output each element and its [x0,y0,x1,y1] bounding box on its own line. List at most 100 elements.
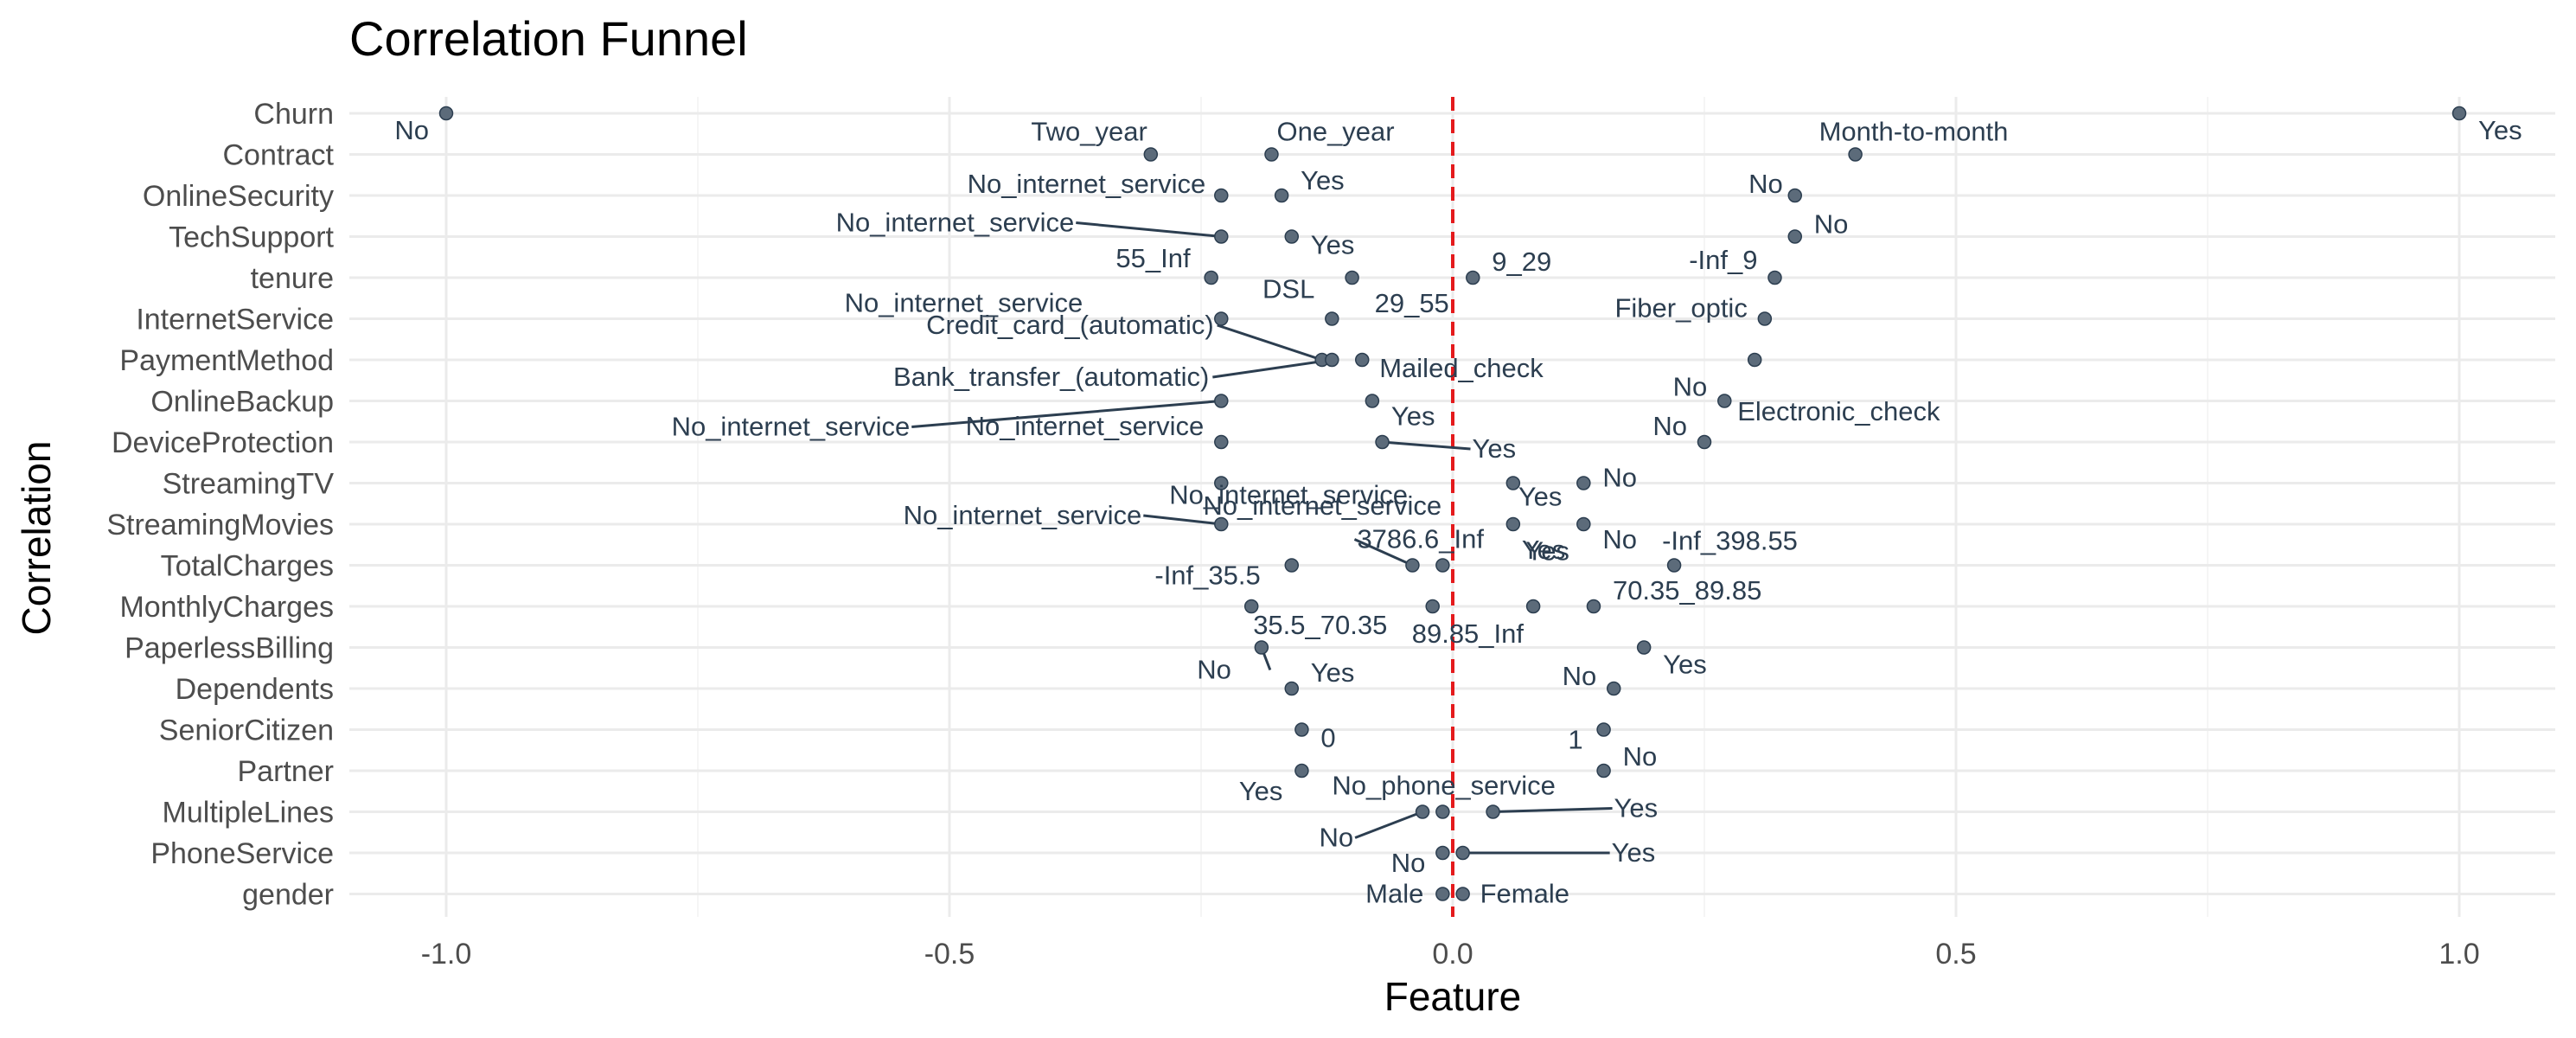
label-onlinebackup-no: No [1673,372,1708,402]
point-phoneservice-no [1435,845,1450,861]
point-techsupport-no [1787,229,1803,244]
point-dependents-no [1606,681,1621,696]
label-totalcharges-3786-6-inf: 3786.6_Inf [1357,524,1484,554]
y-tick-label-paperlessbilling: PaperlessBilling [125,632,334,665]
label-onlinebackup-no-internet-service: No_internet_service [672,412,911,442]
point-churn-yes [2451,106,2467,121]
leader-deviceprotection-yes [1382,440,1471,451]
label-internetservice-dsl: DSL [1262,274,1314,304]
label-partner-no: No [1623,741,1658,772]
label-multiplelines-no: No [1319,823,1353,853]
point-gender-male [1435,887,1450,901]
y-tick-label-internetservice: InternetService [136,304,334,336]
label-gender-male: Male [1365,879,1423,909]
label-streamingtv-no-internet-service: No_internet_service [1169,480,1408,510]
point-contract-month-to-month [1848,147,1863,162]
label-paymentmethod-credit-card-automatic: Credit_card_(automatic) [926,310,1214,340]
label-onlinesecurity-no-internet-service: No_internet_service [968,169,1206,199]
point-totalcharges-yes [1435,558,1450,573]
label-contract-one-year: One_year [1276,117,1394,147]
label-multiplelines-yes: Yes [1614,793,1659,823]
label-gender-female: Female [1480,879,1569,909]
label-streamingmovies-yes: Yes [1522,535,1566,565]
data-points [438,106,2467,901]
point-contract-one-year [1264,147,1279,162]
point-streamingtv-yes [1505,476,1521,490]
point-internetservice-no-internet-service [1214,311,1229,326]
label-monthlycharges-no-internet-service: No_internet_service [1203,490,1441,521]
point-monthlycharges-70-35-89-85 [1586,599,1601,614]
point-onlinebackup-no-internet-service [1214,394,1229,408]
point-techsupport-yes [1284,229,1300,244]
y-axis-title: Correlation [14,441,59,636]
point-multiplelines-no-phone-service [1435,804,1450,819]
label-partner-yes: Yes [1239,776,1283,806]
y-tick-label-totalcharges: TotalCharges [161,550,334,583]
point-streamingmovies-no-internet-service [1214,516,1229,532]
leader-paymentmethod-credit-card-automatic [1217,324,1323,362]
point-labels: No Yes Two_year One_year Month-to-month No_in… [394,115,2522,909]
point-streamingtv-no-internet-service [1214,476,1229,490]
label-streamingtv-yes: Yes [1518,482,1563,512]
x-tick-label: -1.0 [421,938,472,971]
x-tick-label: 1.0 [2439,938,2479,971]
label-tenure-29-55: 29_55 [1375,288,1449,318]
label-multiplelines-no-phone-service: No_phone_service [1332,771,1556,801]
y-tick-label-streamingmovies: StreamingMovies [106,509,334,541]
label-paymentmethod-bank-transfer-automatic: Bank_transfer_(automatic) [893,362,1209,392]
label-techsupport-yes: Yes [1311,230,1355,260]
y-tick-label-churn: Churn [253,98,334,131]
x-axis-title: Feature [1384,974,1522,1019]
y-tick-label-paymentmethod: PaymentMethod [119,344,334,377]
point-monthlycharges-35-5-70-35 [1243,599,1259,614]
y-tick-label-onlinebackup: OnlineBackup [150,386,334,419]
label-streamingtv-no: No [1602,463,1637,493]
x-tick-labels: -1.0 -0.5 0.0 0.5 1.0 [421,938,2480,971]
point-deviceprotection-no-internet-service [1214,434,1229,450]
point-streamingmovies-yes [1505,516,1521,532]
point-paymentmethod-mailed-check [1354,352,1370,368]
point-totalcharges-3786-6-inf [1405,558,1420,573]
leader-streamingmovies-no-internet-service [1143,514,1222,526]
label-contract-month-to-month: Month-to-month [1819,117,2009,147]
point-onlinebackup-yes [1365,394,1380,408]
label-onlinebackup-yes: Yes [1391,401,1435,432]
point-deviceprotection-yes [1375,434,1390,450]
label-dependents-yes: Yes [1311,657,1355,688]
y-tick-label-seniorcitizen: SeniorCitizen [159,714,334,747]
label-deviceprotection-no-internet-service: No_internet_service [966,411,1205,441]
point-seniorcitizen-1 [1596,722,1611,737]
point-paperlessbilling-yes [1636,640,1652,655]
label-internetservice-no-internet-service: No_internet_service [845,288,1083,318]
x-tick-label: 0.5 [1935,938,1976,971]
label-totalcharges-yes: Yes [1525,536,1569,567]
point-onlinebackup-no [1717,394,1732,408]
point-onlinesecurity-no-internet-service [1214,188,1229,203]
label-monthlycharges-35-5-70-35: 35.5_70.35 [1253,610,1387,640]
label-tenure-9-29: 9_29 [1492,247,1551,277]
point-monthlycharges-no-internet-service [1525,599,1541,614]
point-phoneservice-yes [1455,845,1470,861]
label-contract-two-year: Two_year [1031,117,1147,147]
label-onlinesecurity-yes: Yes [1301,165,1345,195]
point-gender-female [1455,887,1470,901]
label-paperlessbilling-yes: Yes [1663,650,1707,680]
y-tick-label-gender: gender [242,879,334,912]
label-streamingmovies-no-internet-service: No_internet_service [904,500,1142,530]
leader-multiplelines-no [1354,811,1423,839]
point-onlinesecurity-yes [1274,188,1289,203]
point-paymentmethod-bank-transfer-automatic [1325,352,1339,368]
point-tenure-55-inf [1204,270,1218,285]
y-tick-label-contract: Contract [223,139,335,172]
point-contract-two-year [1143,147,1159,162]
label-totalcharges-inf-35-5: -Inf_35.5 [1154,561,1260,591]
point-monthlycharges-89-85-inf [1425,599,1440,614]
point-tenure-inf-9 [1767,270,1782,285]
label-deviceprotection-no: No [1652,411,1687,441]
point-paperlessbilling-no [1254,640,1269,655]
leader-techsupport-no-internet-service [1076,221,1222,238]
point-partner-yes [1294,763,1309,778]
label-totalcharges-inf-398-55: -Inf_398.55 [1662,526,1798,556]
